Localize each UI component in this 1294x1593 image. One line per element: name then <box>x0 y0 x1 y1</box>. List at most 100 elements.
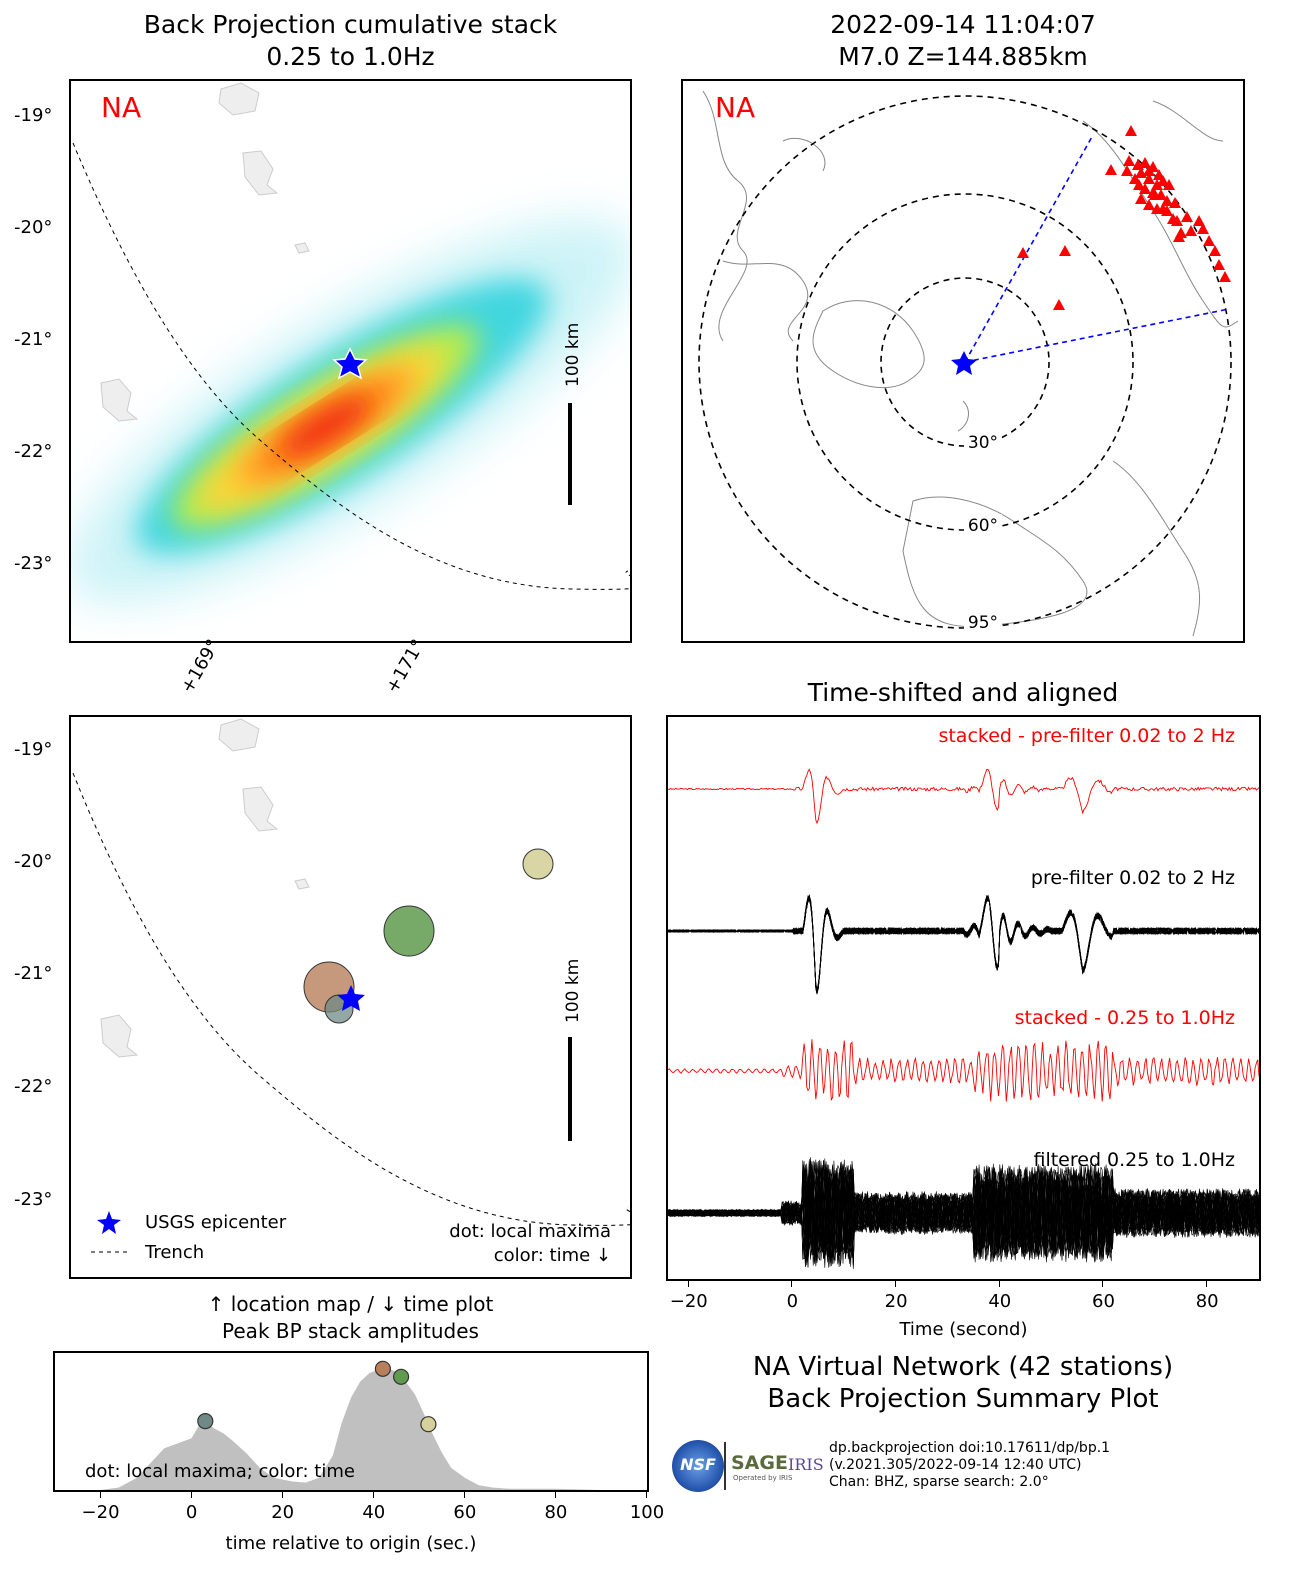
station-triangle <box>1059 245 1071 256</box>
trace-x-tick-mark <box>1102 1281 1104 1287</box>
label-prefilter: pre-filter 0.02 to 2 Hz <box>1030 867 1235 889</box>
network-summary-title: NA Virtual Network (42 stations) <box>752 1352 1174 1382</box>
label-filtered: filtered 0.25 to 1.0Hz <box>1033 1149 1235 1171</box>
maxima-dot-khaki <box>522 848 554 880</box>
station-triangle <box>1193 215 1205 226</box>
station-triangle <box>1157 175 1169 186</box>
caption-line2: Peak BP stack amplitudes <box>222 1319 479 1343</box>
lon-tick: +169° <box>176 635 225 697</box>
filtered-trace <box>668 1159 1259 1266</box>
envelope-maxima-dot <box>197 1412 214 1430</box>
ring-label: 95° <box>968 613 998 633</box>
envelope-x-tick-mark <box>554 1492 556 1498</box>
station-triangle <box>1139 157 1151 168</box>
envelope-x-tick-label: −20 <box>81 1502 120 1523</box>
ring-30 <box>880 277 1050 447</box>
prefilter-trace <box>668 896 1259 991</box>
island-shape <box>242 786 279 832</box>
logo-divider <box>724 1442 726 1490</box>
station-markers <box>1017 125 1231 310</box>
event-magnitude-title: M7.0 Z=144.885km <box>838 42 1088 71</box>
island-shape <box>294 242 310 254</box>
prefilter-trace <box>668 895 1259 991</box>
bp-map-title: Back Projection cumulative stack <box>143 10 558 39</box>
lat-tick: -23° <box>14 1189 53 1210</box>
lon-tick: +171° <box>381 635 430 697</box>
azimuth-line <box>964 308 1230 363</box>
trace-x-tick-label: −20 <box>669 1291 708 1312</box>
iris-logo: IRIS <box>788 1455 824 1474</box>
station-triangle <box>1185 225 1197 236</box>
station-triangle <box>1017 247 1029 258</box>
trace-x-tick-label: 40 <box>988 1291 1012 1312</box>
stack-filtered-trace <box>668 1039 1259 1102</box>
station-triangle <box>1053 299 1065 310</box>
trace-x-tick-mark <box>687 1281 689 1287</box>
prefilter-trace <box>668 897 1259 994</box>
envelope-x-tick-mark <box>646 1492 647 1498</box>
bp-stack-map: 100 km NA <box>69 79 632 643</box>
legend-star-icon <box>97 1211 121 1234</box>
trace-x-tick-mark <box>791 1281 793 1287</box>
azimuth-line <box>964 134 1094 363</box>
nsf-logo-text: NSF <box>680 1455 716 1474</box>
island-shape <box>100 378 139 422</box>
station-triangle <box>1213 259 1225 270</box>
ring-label: 30° <box>968 433 998 453</box>
maxima-svg: 100 km USGS epicenter Trench dot: local … <box>72 718 630 1266</box>
credit-channel: Chan: BHZ, sparse search: 2.0° <box>829 1474 1049 1490</box>
station-triangle <box>1135 193 1147 204</box>
prefilter-trace <box>668 895 1259 994</box>
epicenter-star <box>951 351 977 375</box>
station-triangle <box>1167 213 1179 224</box>
maxima-map: 100 km USGS epicenter Trench dot: local … <box>69 715 632 1279</box>
island-shape <box>100 1014 139 1058</box>
prefilter-trace <box>668 898 1259 992</box>
lat-tick: -20° <box>14 851 53 872</box>
filtered-trace <box>668 1161 1259 1264</box>
trace-x-tick-mark <box>895 1281 897 1287</box>
prefilter-trace <box>668 894 1259 991</box>
trace-x-tick-label: 0 <box>786 1291 799 1312</box>
station-triangle <box>1143 165 1155 176</box>
envelope-annotation: dot: local maxima; color: time <box>85 1461 355 1482</box>
prefilter-trace <box>668 896 1259 991</box>
island-shape <box>218 718 260 752</box>
prefilter-trace <box>668 895 1259 993</box>
station-triangle <box>1143 199 1155 210</box>
caption-line1: ↑ location map / ↓ time plot <box>207 1292 494 1316</box>
nsf-logo: NSF <box>672 1440 724 1492</box>
station-triangle <box>1123 155 1135 166</box>
envelope-x-tick-mark <box>281 1492 283 1498</box>
envelope-maxima-dot <box>393 1368 410 1385</box>
credit-doi: dp.backprojection doi:10.17611/dp/bp.1 <box>829 1440 1111 1456</box>
island-shape <box>294 878 310 890</box>
traces-title: Time-shifted and aligned <box>807 678 1119 707</box>
station-triangle <box>1163 179 1175 190</box>
trace-x-tick-label: 60 <box>1092 1291 1115 1312</box>
trace-x-tick-label: 80 <box>1195 1291 1219 1312</box>
envelope-maxima-dot <box>420 1416 437 1433</box>
envelope-area <box>55 1368 647 1490</box>
label-stack-filtered: stacked - 0.25 to 1.0Hz <box>1014 1007 1235 1029</box>
station-triangle <box>1105 164 1117 175</box>
prefilter-trace <box>668 895 1259 990</box>
network-label: NA <box>101 91 142 124</box>
lat-tick: -20° <box>14 217 53 238</box>
envelope-x-tick-label: 40 <box>362 1502 386 1523</box>
envelope-x-tick-label: 0 <box>185 1502 198 1523</box>
station-triangle <box>1149 189 1161 200</box>
envelope-x-tick-mark <box>99 1492 101 1498</box>
scale-label: 100 km <box>563 959 583 1023</box>
envelope-chart: dot: local maxima; color: time <box>53 1351 649 1492</box>
scale-label: 100 km <box>563 323 583 387</box>
prefilter-trace <box>668 895 1259 993</box>
station-triangle <box>1125 125 1137 136</box>
bp-stack-svg: 100 km <box>71 82 630 604</box>
ring-60 <box>796 193 1134 531</box>
prefilter-trace <box>668 895 1259 994</box>
envelope-x-tick-label: 20 <box>271 1502 295 1523</box>
station-triangle <box>1209 245 1221 256</box>
prefilter-trace <box>668 894 1259 993</box>
prefilter-trace <box>668 896 1259 995</box>
